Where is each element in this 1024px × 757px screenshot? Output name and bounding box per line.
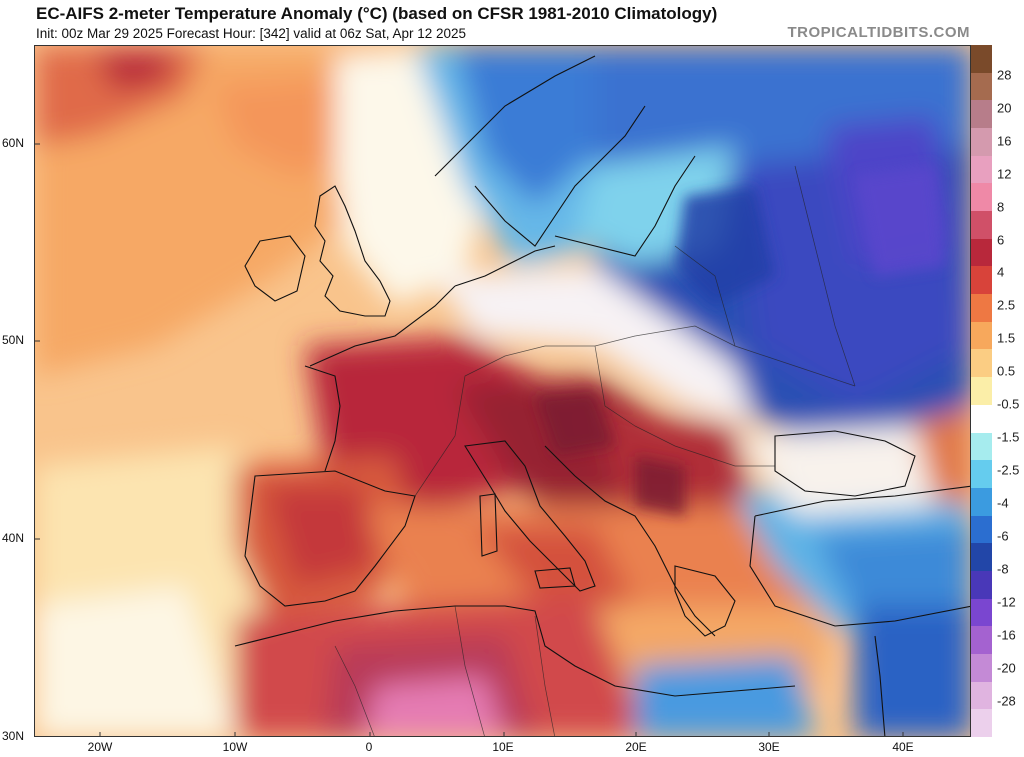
lat-tick-60n: 60N: [2, 136, 25, 150]
colorbar-label: 2.5: [997, 297, 1016, 313]
lon-tick-20w: 20W: [87, 740, 113, 754]
colorbar-swatch: [971, 72, 992, 101]
colorbar-swatch: [971, 432, 992, 461]
colorbar-swatch: [971, 487, 992, 517]
anomaly-field: [35, 46, 970, 736]
lon-tick-10e: 10E: [492, 740, 514, 754]
colorbar-swatch: [971, 460, 992, 489]
colorbar-label: -6: [997, 528, 1009, 544]
colorbar-swatch: [971, 349, 992, 378]
colorbar-label: 4: [997, 264, 1005, 280]
anomaly-map[interactable]: [34, 45, 971, 737]
site-watermark: TROPICALTIDBITS.COM: [787, 24, 970, 41]
colorbar-swatch: [971, 543, 992, 572]
colorbar-swatch: [971, 128, 992, 157]
colorbar-label: -2.5: [997, 462, 1020, 478]
colorbar-label: -16: [997, 627, 1016, 643]
colorbar-label: 1.5: [997, 330, 1016, 346]
lon-tick-30e: 30E: [758, 740, 780, 754]
colorbar-label: 8: [997, 199, 1005, 215]
country-borders: [334, 165, 856, 736]
colorbar-swatch: [971, 404, 992, 433]
colorbar-label: 20: [997, 100, 1012, 116]
colorbar-swatch: [971, 294, 992, 323]
colorbar-swatch: [971, 321, 992, 350]
coastlines: [234, 55, 970, 736]
lat-tick-50n: 50N: [2, 333, 25, 347]
colorbar-swatch: [971, 183, 992, 212]
lat-tick-30n: 30N: [2, 729, 25, 743]
colorbar-swatch: [971, 377, 992, 406]
colorbar-swatch: [971, 211, 992, 240]
colorbar-label: -20: [997, 660, 1016, 676]
colorbar-label: -1.5: [997, 429, 1020, 445]
map-title: EC-AIFS 2-meter Temperature Anomaly (°C)…: [36, 4, 718, 23]
colorbar-swatch: [971, 100, 992, 129]
colorbar-label: 12: [997, 166, 1012, 182]
colorbar-label: -28: [997, 693, 1016, 709]
colorbar-swatch: [971, 266, 992, 295]
colorbar-label: 28: [997, 67, 1012, 83]
colorbar: 28 20 16 12 8 6 4 2.5 1.5 0.5 -0.5 -1.5 -2.5 -4 -6 -8 -1…: [971, 45, 1024, 738]
colorbar-swatch: [971, 598, 992, 627]
lat-tick-40n: 40N: [2, 531, 25, 545]
lon-tick-10w: 10W: [222, 740, 248, 754]
colorbar-label: -0.5: [997, 396, 1020, 412]
colorbar-swatch: [971, 681, 992, 710]
lon-tick-20e: 20E: [625, 740, 647, 754]
colorbar-label: 0.5: [997, 363, 1016, 379]
colorbar-label: -4: [997, 495, 1009, 511]
colorbar-swatch: [971, 155, 992, 184]
colorbar-swatch: [971, 238, 992, 267]
colorbar-swatch: [971, 626, 992, 655]
colorbar-swatch: [971, 570, 992, 600]
colorbar-swatch: [971, 653, 992, 683]
colorbar-label: -8: [997, 561, 1009, 577]
colorbar-label: 6: [997, 232, 1005, 248]
lon-tick-0: 0: [365, 740, 373, 754]
colorbar-label: -12: [997, 594, 1016, 610]
lon-tick-40e: 40E: [892, 740, 914, 754]
forecast-info: Init: 00z Mar 29 2025 Forecast Hour: [34…: [36, 26, 467, 41]
colorbar-swatch: [971, 709, 992, 738]
colorbar-swatch: [971, 515, 992, 544]
colorbar-label: 16: [997, 133, 1012, 149]
colorbar-swatch: [971, 45, 992, 74]
